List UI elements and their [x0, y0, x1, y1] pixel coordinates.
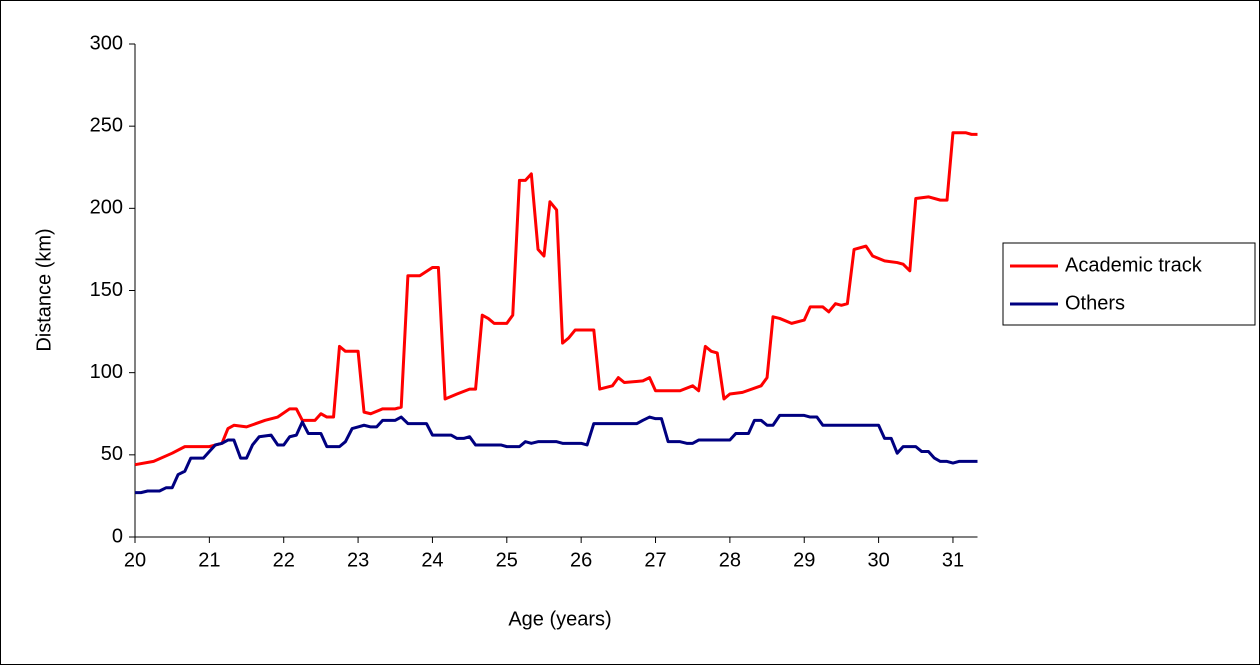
x-tick-label: 29 — [793, 549, 815, 571]
series-line — [135, 413, 978, 495]
y-tick-label: 150 — [90, 279, 123, 301]
y-tick-label: 200 — [90, 197, 123, 219]
series-line — [134, 131, 978, 467]
y-axis-title: Distance (km) — [33, 228, 55, 351]
x-tick-label: 26 — [570, 549, 592, 571]
y-tick-label: 250 — [90, 114, 123, 136]
x-axis-title: Age (years) — [508, 608, 611, 630]
x-tick-label: 30 — [867, 549, 889, 571]
y-tick-label: 0 — [112, 525, 123, 547]
x-tick-label: 28 — [719, 549, 741, 571]
y-tick-label: 50 — [101, 443, 123, 465]
x-tick-label: 20 — [124, 549, 146, 571]
legend-label: Academic track — [1065, 254, 1203, 276]
x-tick-label: 22 — [273, 549, 295, 571]
y-tick-label: 300 — [90, 32, 123, 54]
x-tick-label: 21 — [198, 549, 220, 571]
legend-box — [1002, 242, 1256, 326]
x-tick-label: 23 — [347, 549, 369, 571]
x-tick-label: 24 — [421, 549, 443, 571]
x-tick-label: 27 — [644, 549, 666, 571]
x-tick-label: 25 — [496, 549, 518, 571]
y-tick-label: 100 — [90, 361, 123, 383]
legend-label: Others — [1065, 292, 1125, 314]
x-tick-label: 31 — [942, 549, 964, 571]
